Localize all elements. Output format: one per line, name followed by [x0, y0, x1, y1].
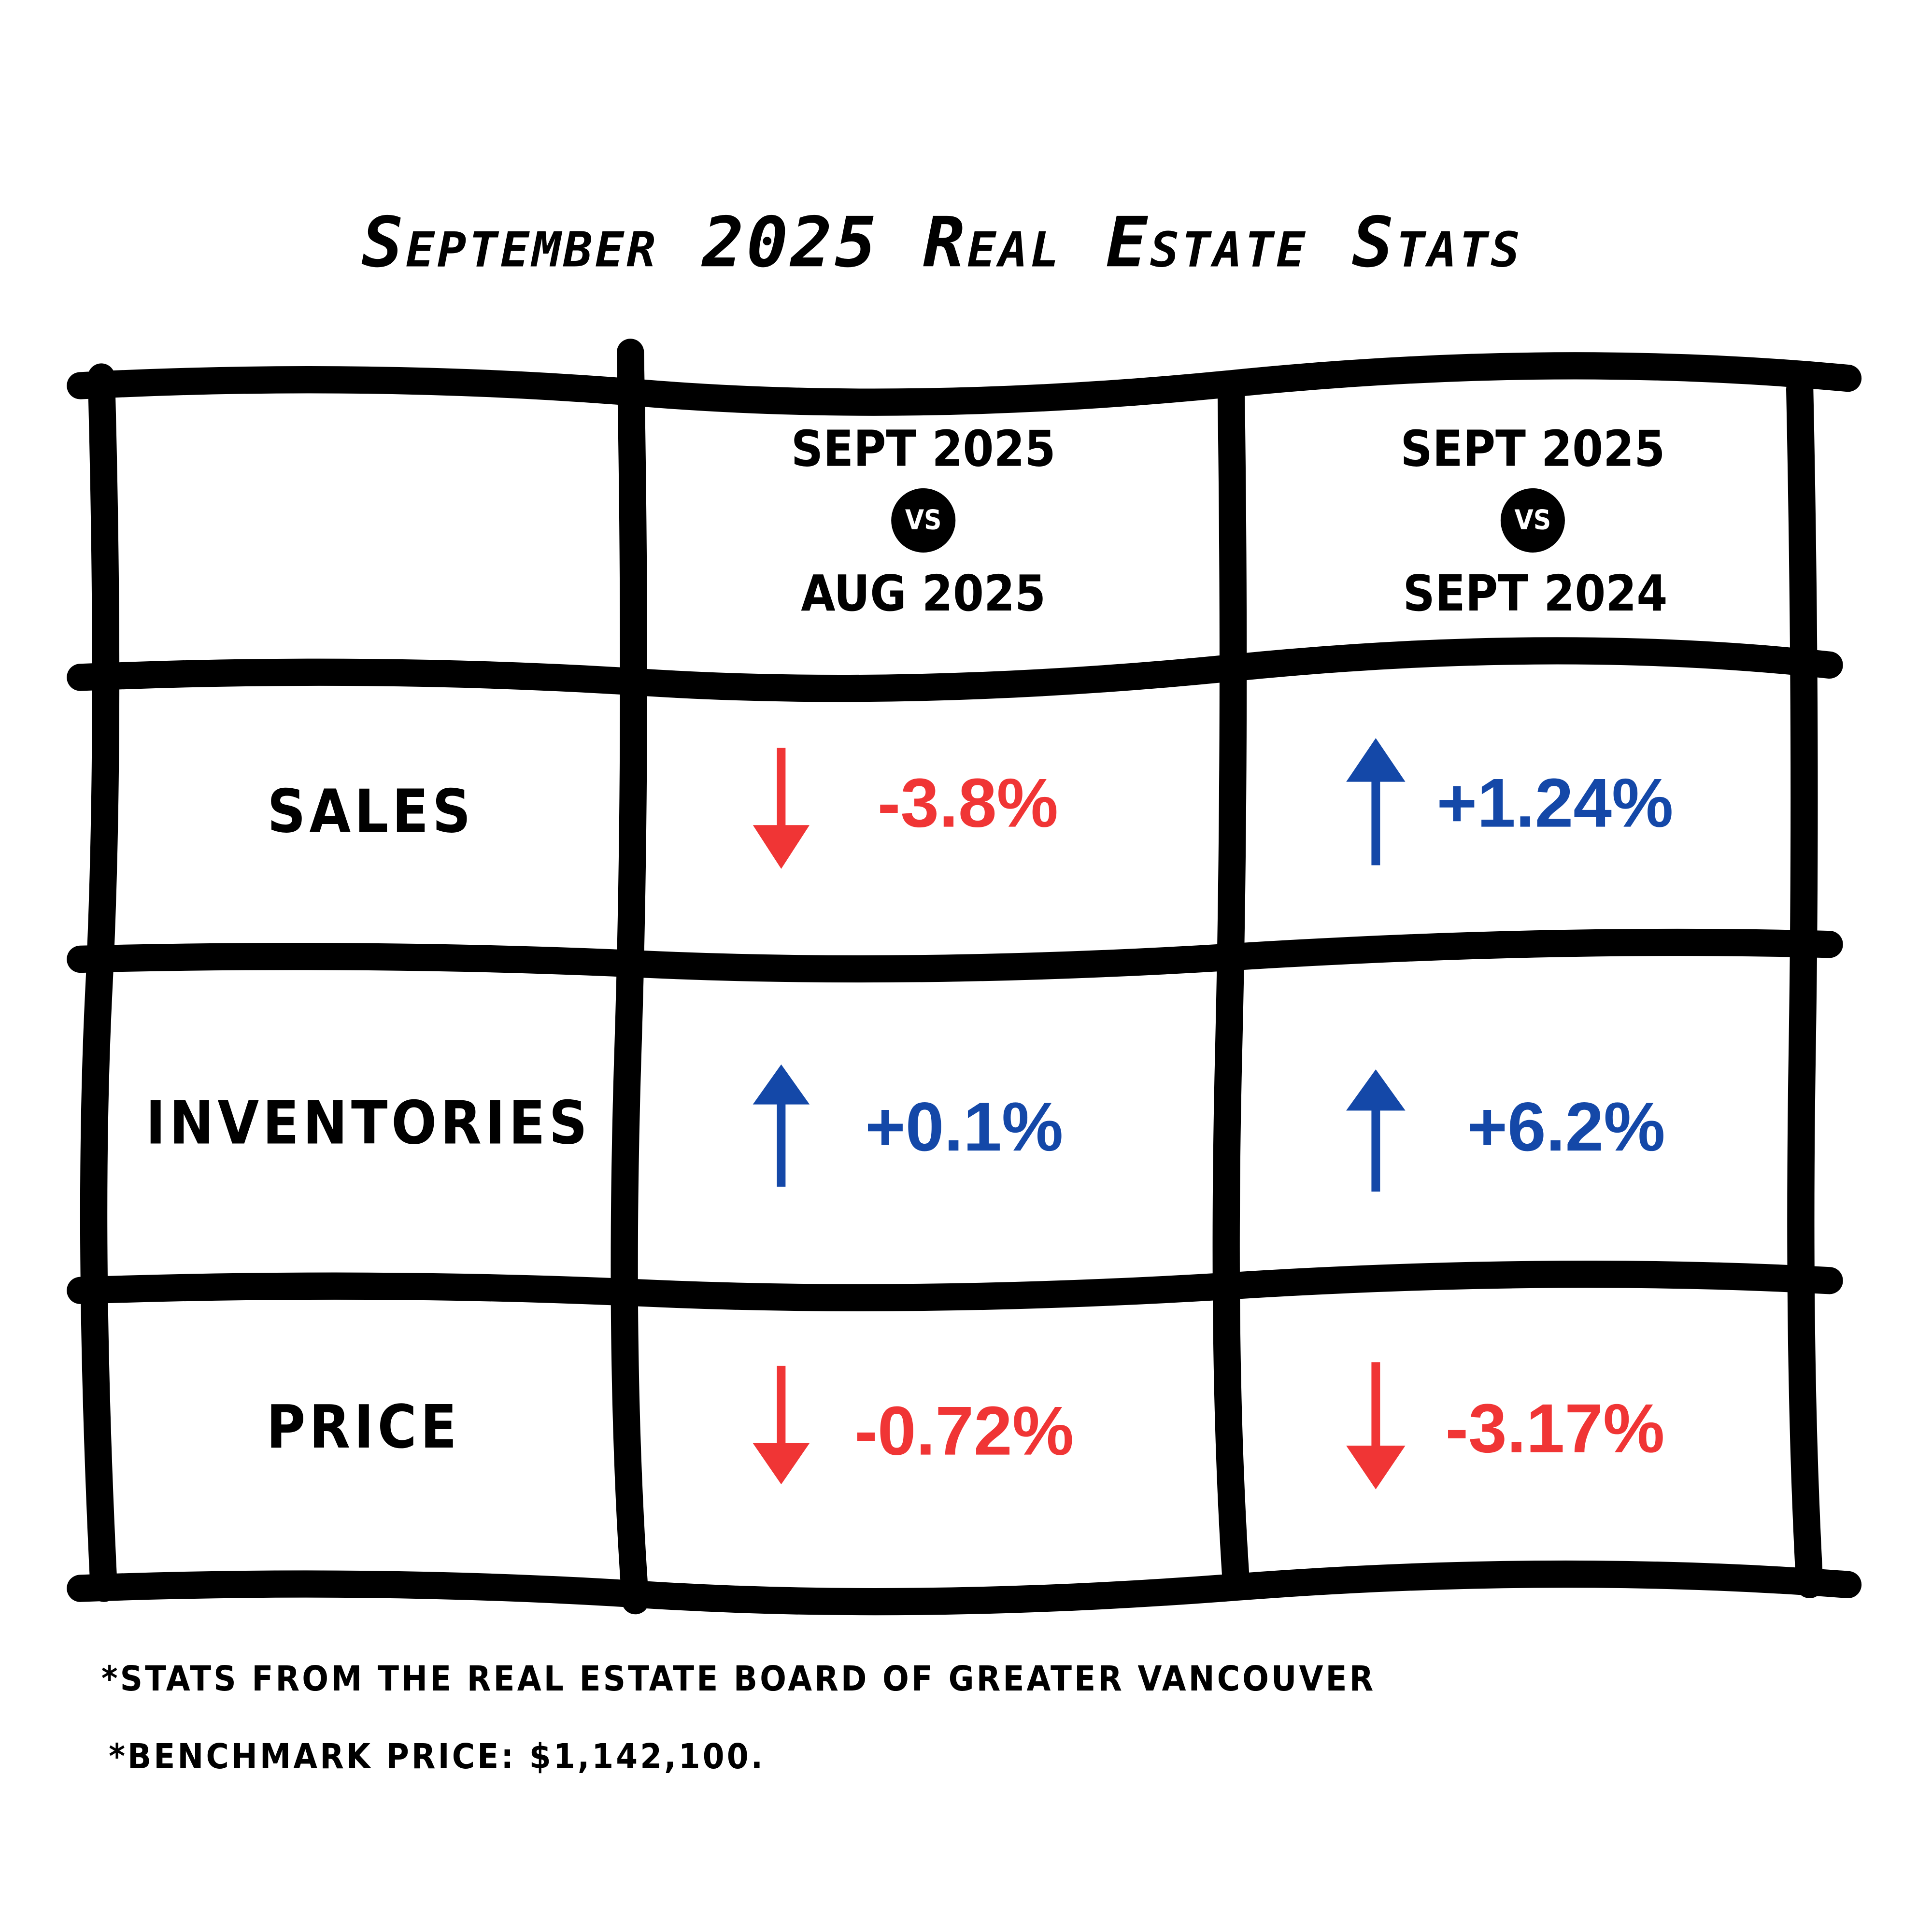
change-value: -0.72%: [854, 1392, 1074, 1470]
grid-line: [80, 363, 120, 1602]
grid-line: [1212, 379, 1250, 1596]
grid-line: [1786, 375, 1823, 1599]
row-label: INVENTORIES: [146, 1089, 591, 1158]
table-grid: [67, 339, 1862, 1616]
column-header: SEPT 2025: [1400, 420, 1665, 478]
change-value: -3.17%: [1445, 1390, 1664, 1467]
change-value: +0.1%: [865, 1088, 1063, 1165]
grid-line: [67, 928, 1843, 983]
vs-text: VS: [1515, 505, 1551, 536]
grid-line: [67, 1261, 1843, 1311]
change-value: -3.8%: [878, 765, 1058, 842]
footnote: *BENCHMARK PRICE: $1,142,100.: [109, 1736, 765, 1776]
vs-badge: [1500, 488, 1565, 553]
column-header: AUG 2025: [801, 565, 1046, 623]
column-header: SEPT 2025: [791, 420, 1056, 478]
grid-line: [67, 1560, 1862, 1616]
title: September 2025 Real Estate Stats: [362, 202, 1522, 283]
grid-line: [67, 352, 1862, 416]
up-arrow: [753, 1064, 810, 1187]
grid-line: [67, 637, 1843, 702]
up-arrow: [1346, 738, 1406, 866]
row-label: SALES: [267, 777, 474, 846]
down-arrow: [753, 748, 810, 869]
down-arrow: [753, 1365, 810, 1485]
up-arrow: [1346, 1069, 1406, 1192]
vs-badge: [891, 488, 956, 553]
footnote: *STATS FROM THE REAL ESTATE BOARD OF GRE…: [101, 1658, 1376, 1699]
grid-line: [611, 339, 649, 1615]
down-arrow: [1346, 1362, 1406, 1490]
vs-text: VS: [905, 505, 942, 536]
change-value: +1.24%: [1436, 765, 1673, 842]
change-value: +6.2%: [1467, 1088, 1665, 1165]
column-header: SEPT 2024: [1403, 565, 1668, 623]
row-label: PRICE: [266, 1392, 460, 1462]
